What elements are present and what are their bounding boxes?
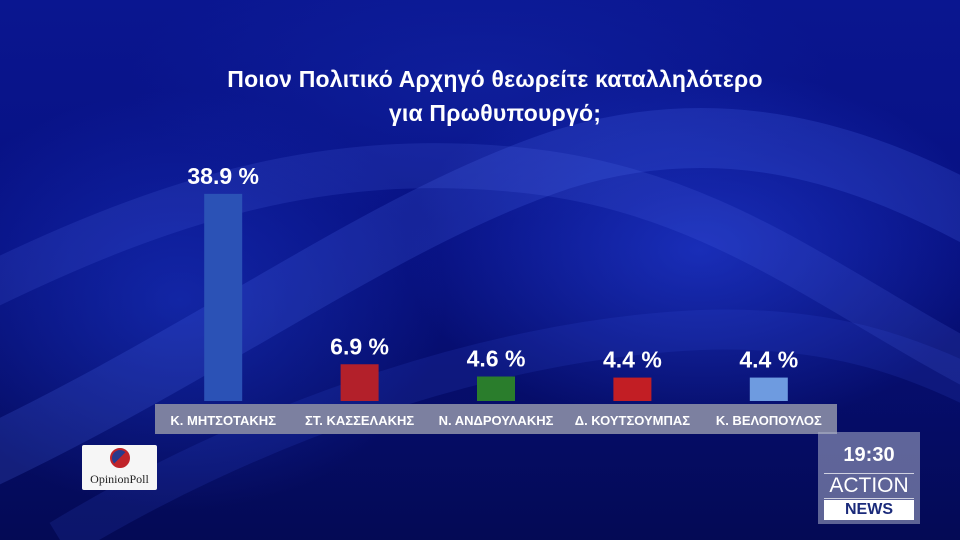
bar-1 bbox=[340, 364, 379, 401]
bar-0 bbox=[204, 193, 243, 401]
chart-title: Ποιον Πολιτικό Αρχηγό θεωρείτε καταλληλό… bbox=[0, 62, 960, 130]
category-label-4: Κ. ΒΕΛΟΠΟΥΛΟΣ bbox=[716, 413, 822, 428]
chart-title-line-2: για Πρωθυπουργό; bbox=[388, 100, 602, 126]
news-label: NEWS bbox=[824, 500, 914, 520]
category-label-strip bbox=[155, 404, 837, 434]
bar-4 bbox=[749, 377, 788, 401]
chart-title-line-1: Ποιον Πολιτικό Αρχηγό θεωρείτε καταλληλό… bbox=[227, 66, 763, 92]
opinion-poll-logo-icon bbox=[110, 448, 130, 468]
opinion-poll-logo-text: OpinionPoll bbox=[90, 472, 149, 486]
value-label-4: 4.4 % bbox=[739, 347, 798, 373]
broadcast-time: 19:30 bbox=[843, 444, 895, 466]
channel-branding: 19:30 ACTION NEWS bbox=[818, 432, 920, 524]
opinion-poll-logo: OpinionPoll bbox=[82, 445, 157, 490]
bar-3 bbox=[613, 377, 652, 401]
channel-name: ACTION bbox=[824, 473, 914, 499]
value-label-1: 6.9 % bbox=[330, 333, 389, 359]
category-label-3: Δ. ΚΟΥΤΣΟΥΜΠΑΣ bbox=[575, 413, 691, 428]
bar-2 bbox=[477, 376, 515, 401]
category-label-0: Κ. ΜΗΤΣΟΤΑΚΗΣ bbox=[170, 413, 276, 428]
value-label-3: 4.4 % bbox=[603, 347, 662, 373]
category-label-1: ΣΤ. ΚΑΣΣΕΛΑΚΗΣ bbox=[305, 413, 414, 428]
value-label-0: 38.9 % bbox=[187, 163, 259, 189]
category-label-2: Ν. ΑΝΔΡΟΥΛΑΚΗΣ bbox=[439, 413, 554, 428]
value-label-2: 4.6 % bbox=[467, 346, 526, 372]
